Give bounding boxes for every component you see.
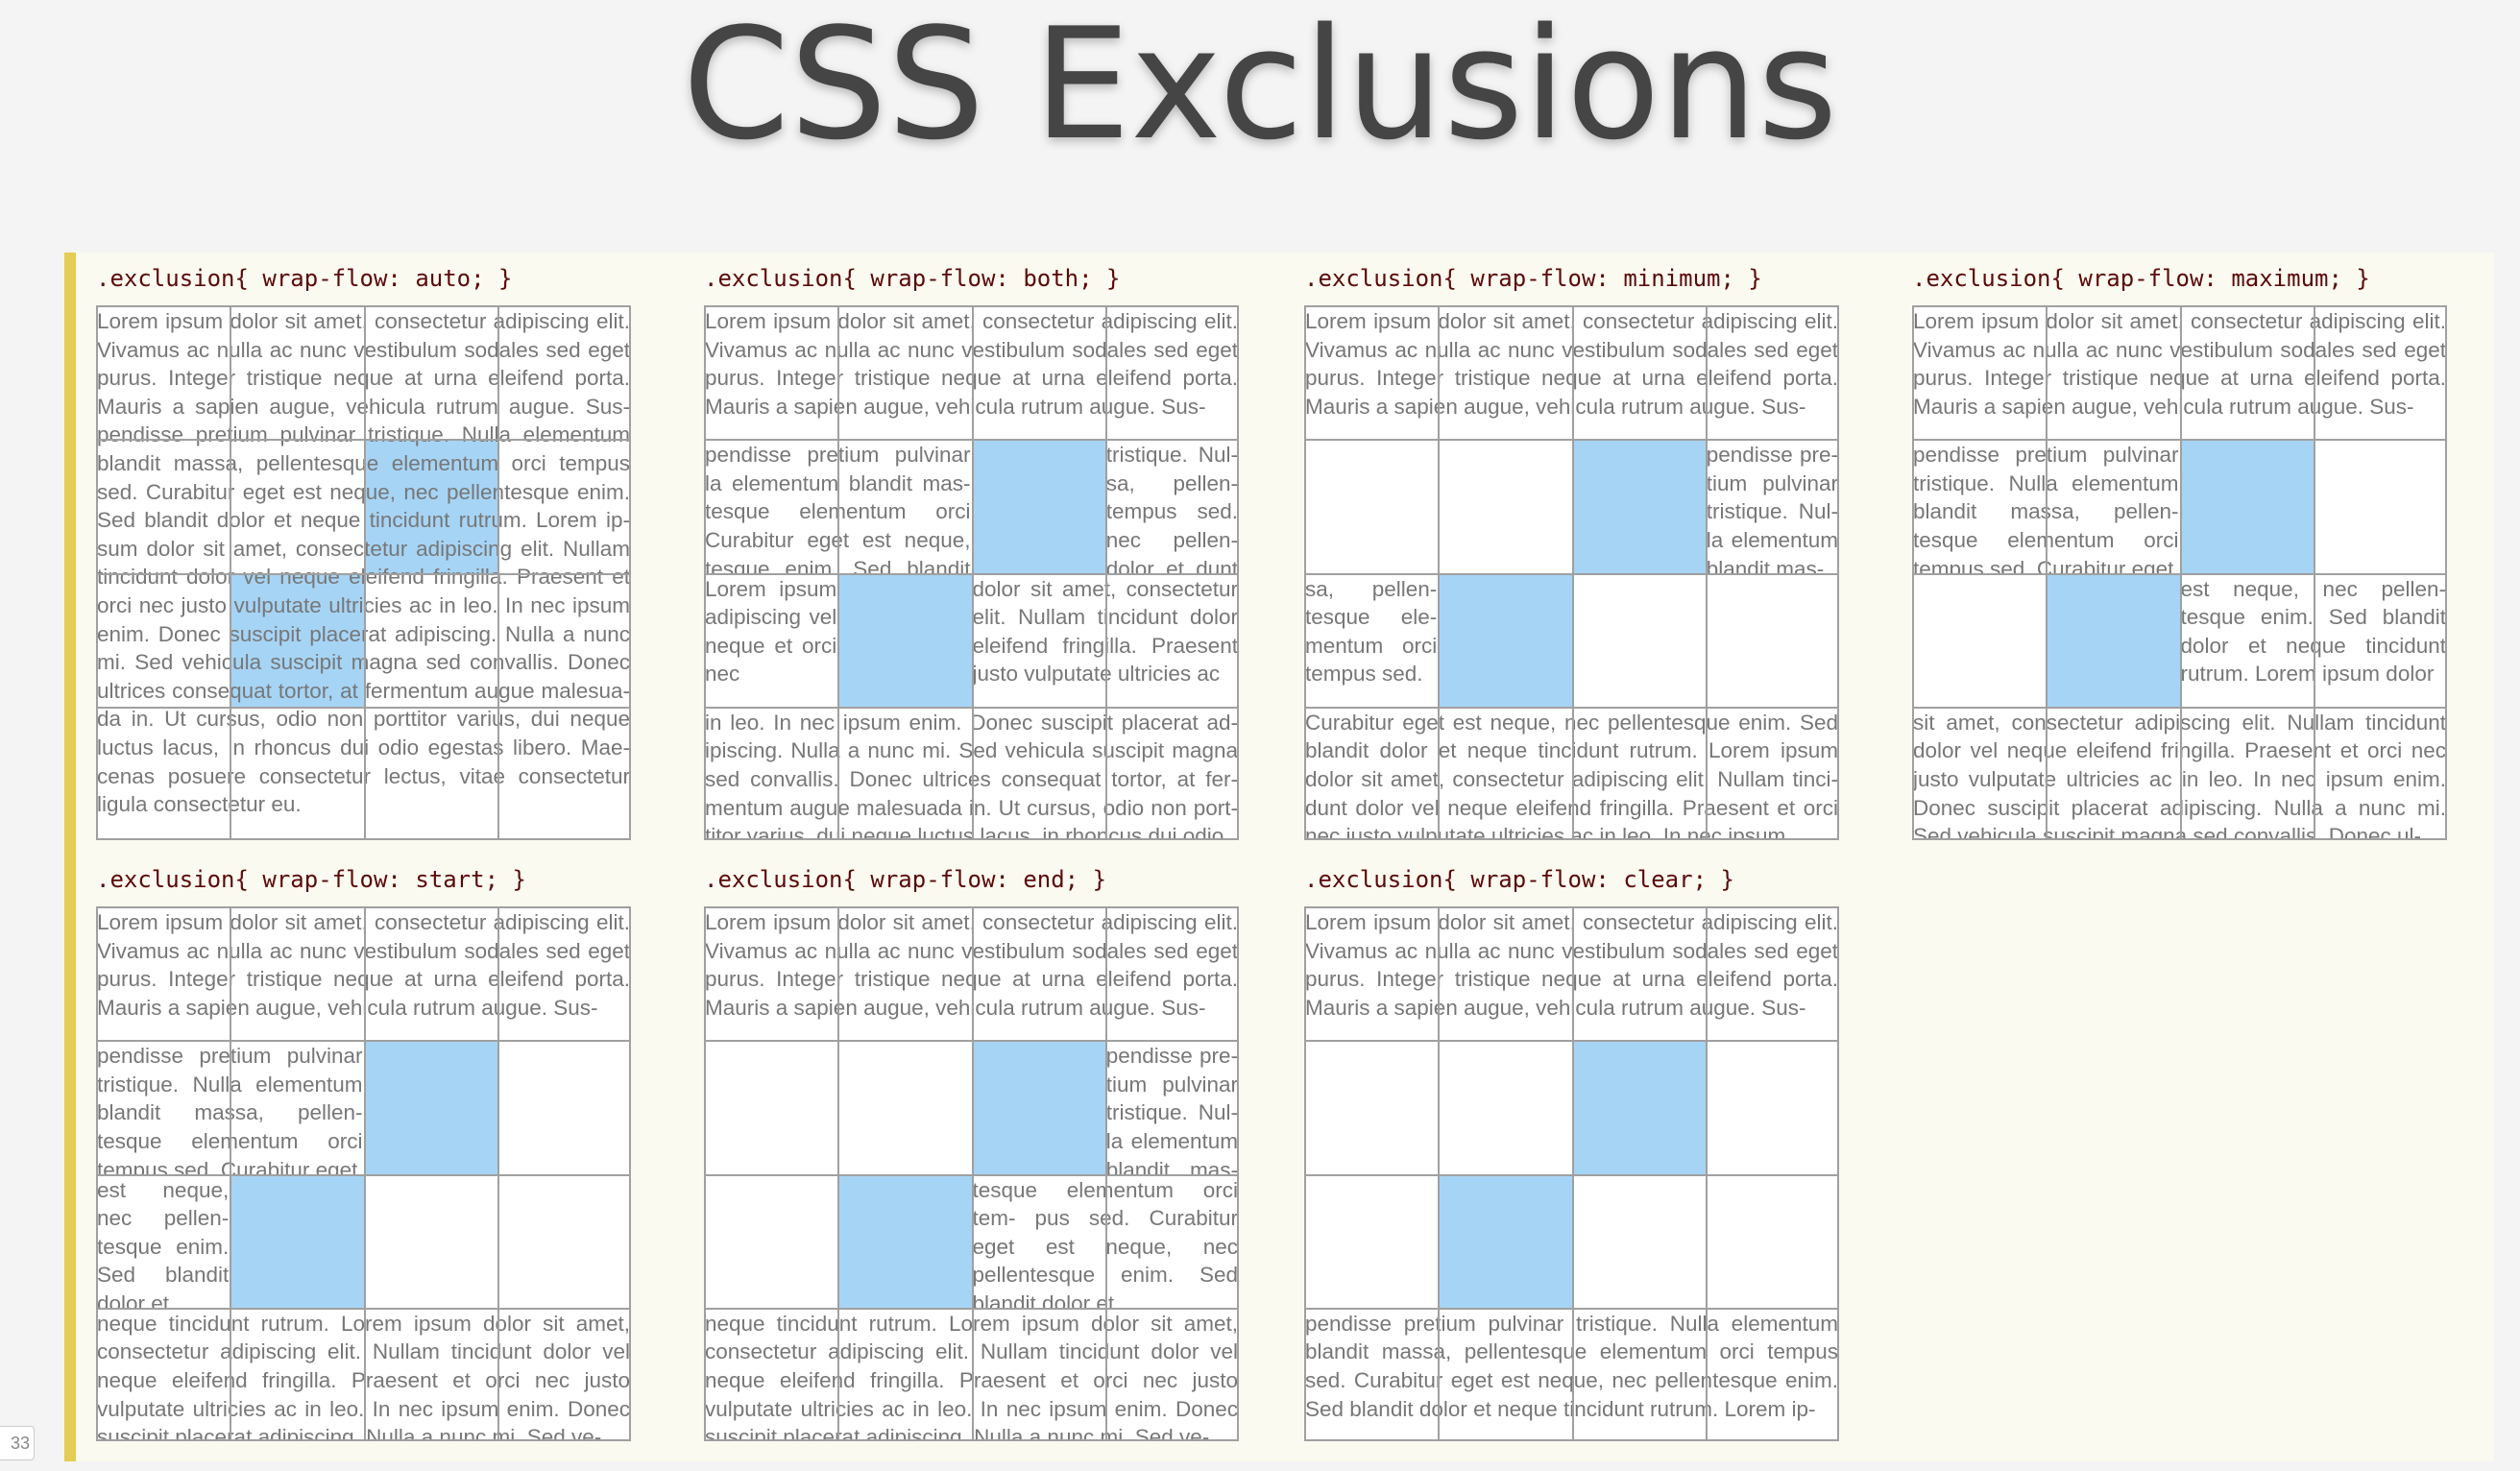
exclusion-demo: Lorem ipsum dolor sit amet, consectetur … (96, 305, 631, 840)
grid-line (1705, 305, 1708, 840)
exclusion-box (2180, 440, 2314, 573)
text-block: sa, pellen- tesque ele- mentum orci temp… (1305, 576, 1438, 687)
exclusion-box (230, 1174, 364, 1308)
exclusion-box (838, 573, 972, 707)
exclusion-box (838, 1174, 972, 1308)
exclusion-box (364, 1041, 497, 1174)
exclusion-demo: Lorem ipsum dolor sit amet, consectetur … (704, 305, 1239, 840)
grid-line (1912, 706, 2447, 709)
grid-line (1912, 572, 2447, 575)
grid-line (1837, 305, 1839, 840)
exclusion-box (972, 1041, 1105, 1174)
code-label: .exclusion{ wrap-flow: auto; } (96, 265, 513, 292)
grid-line (497, 906, 499, 1441)
grid-line (629, 305, 631, 840)
grid-line (1912, 838, 2447, 840)
code-label: .exclusion{ wrap-flow: end; } (704, 866, 1107, 893)
text-block: tristique. Nul- sa, pellen- tempus sed. … (1105, 443, 1238, 573)
grid-line (96, 1307, 631, 1310)
exclusion-demo: Lorem ipsum dolor sit amet, consectetur … (1304, 305, 1839, 840)
exclusion-demo: Lorem ipsum dolor sit amet, consectetur … (1912, 305, 2447, 840)
exclusion-box (972, 440, 1105, 573)
grid-line (96, 838, 631, 840)
grid-line (1304, 1439, 1839, 1441)
text-block: pendisse pre- tium pulvinar tristique. N… (1706, 443, 1838, 573)
grid-line (1237, 906, 1239, 1441)
exclusion-box (1439, 1174, 1572, 1308)
text-block: Lorem ipsum adipiscing vel neque et orci… (705, 576, 837, 687)
code-label: .exclusion{ wrap-flow: maximum; } (1912, 265, 2370, 292)
exclusion-box (230, 573, 364, 707)
grid-line (497, 305, 499, 840)
text-block: pendisse pre- tium pulvinar tristique. N… (1105, 1044, 1238, 1174)
grid-line (704, 1439, 1239, 1441)
grid-line (96, 572, 631, 575)
grid-line (704, 706, 1239, 709)
code-label: .exclusion{ wrap-flow: start; } (96, 866, 526, 893)
text-block: est neque, nec pellen- tesque enim. Sed … (97, 1177, 230, 1308)
code-label: .exclusion{ wrap-flow: clear; } (1304, 866, 1734, 893)
code-label: .exclusion{ wrap-flow: both; } (704, 265, 1121, 292)
grid-line (96, 1173, 631, 1176)
grid-line (96, 706, 631, 709)
grid-line (1237, 305, 1239, 840)
exclusion-demo: Lorem ipsum dolor sit amet, consectetur … (1304, 906, 1839, 1441)
grid-line (704, 838, 1239, 840)
grid-line (2445, 305, 2447, 840)
grid-line (704, 1173, 1239, 1176)
grid-line (1304, 1173, 1839, 1176)
code-label: .exclusion{ wrap-flow: minimum; } (1304, 265, 1762, 292)
exclusion-box (364, 440, 497, 573)
grid-line (2313, 305, 2315, 840)
grid-line (629, 906, 631, 1441)
grid-line (1304, 1307, 1839, 1310)
slide-title: CSS Exclusions (682, 0, 1838, 174)
grid-line (704, 572, 1239, 575)
grid-line (704, 1307, 1239, 1310)
exclusion-box (1439, 573, 1572, 707)
exclusion-demo: Lorem ipsum dolor sit amet, consectetur … (96, 906, 631, 1441)
grid-line (1104, 305, 1107, 840)
slide-number: 33 (0, 1426, 35, 1460)
exclusion-box (1572, 440, 1706, 573)
grid-line (1304, 572, 1839, 575)
grid-line (1104, 906, 1107, 1441)
grid-line (1304, 838, 1839, 840)
exclusion-box (2047, 573, 2180, 707)
exclusion-demo: Lorem ipsum dolor sit amet, consectetur … (704, 906, 1239, 1441)
grid-line (1837, 906, 1839, 1441)
grid-line (1304, 706, 1839, 709)
exclusion-box (1572, 1041, 1706, 1174)
grid-line (1705, 906, 1708, 1441)
grid-line (96, 1439, 631, 1441)
